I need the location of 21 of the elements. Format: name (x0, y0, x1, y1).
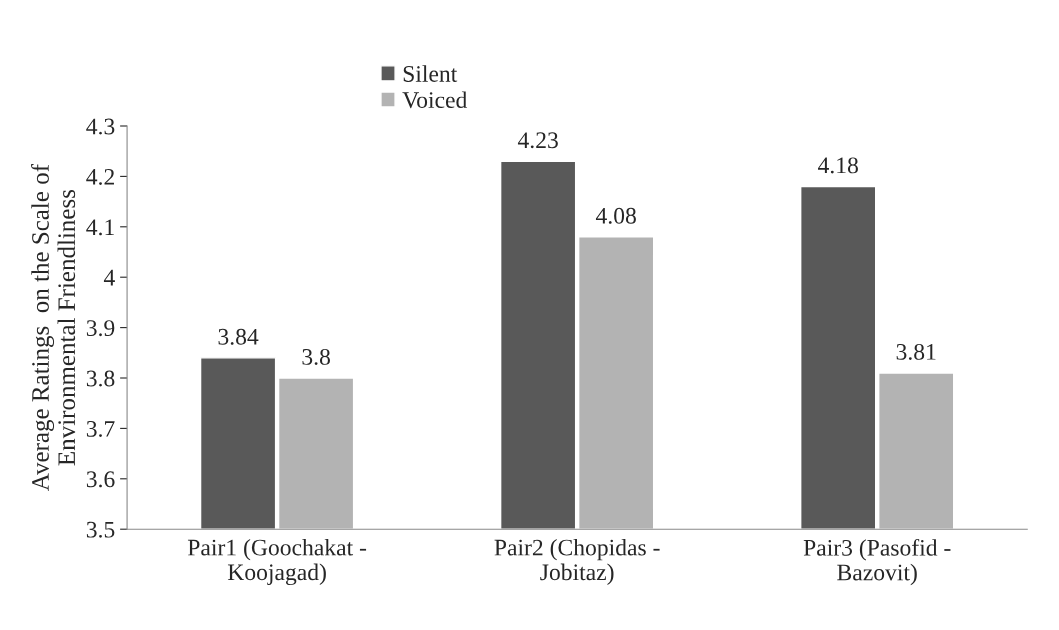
y-tick-label: 4.2 (86, 168, 114, 185)
y-tick-label: 4.3 (86, 118, 115, 135)
legend-label: Voiced (402, 91, 468, 109)
data-label: 3.81 (896, 343, 936, 360)
x-tick-label: Pair3 (Pasofid - Bazovit) (803, 538, 951, 586)
data-label: 4.23 (517, 132, 558, 149)
data-label: 3.84 (218, 328, 259, 345)
y-tick-label: 3.6 (86, 471, 115, 488)
y-tick-label: 3.8 (86, 370, 115, 387)
y-tick-label: 3.7 (86, 420, 115, 437)
legend-label: Silent (403, 65, 458, 82)
data-label: 3.8 (302, 348, 330, 365)
data-label: 4.18 (818, 157, 858, 174)
y-tick-label: 4 (103, 269, 115, 286)
x-tick-label: Pair1 (Goochakat - Koojagad) (187, 538, 367, 586)
y-tick-label: 3.9 (86, 320, 115, 337)
y-tick-label: 3.5 (86, 521, 115, 538)
data-label: 4.08 (595, 207, 636, 224)
y-axis-title: Average Ratings on the Scale of Environmental Friendliness (31, 163, 76, 491)
x-tick-label: Pair2 (Chopidas - Jobitaz) (494, 538, 660, 586)
y-tick-label: 4.1 (86, 219, 114, 236)
